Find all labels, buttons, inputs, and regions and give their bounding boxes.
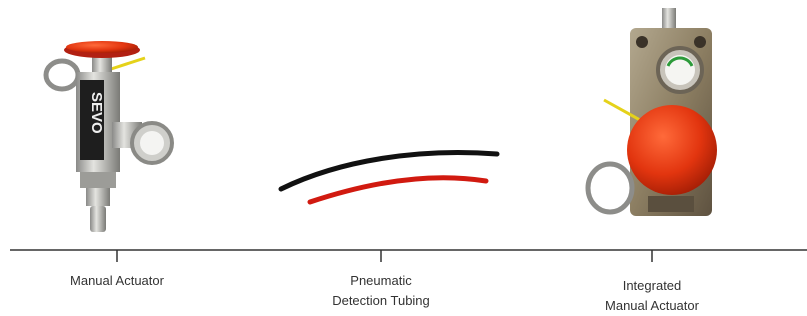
integrated-actuator-image [588,8,717,216]
item-label: Integrated [623,278,682,293]
device-brand: SEVO [88,92,105,134]
item-label: Pneumatic [350,273,412,288]
item-label: Detection Tubing [332,293,430,308]
product-diagram: SEVO Manual Actuator Pneumatic Detection… [0,0,807,316]
tubing-image [281,152,497,202]
item-label: Manual Actuator [70,273,165,288]
item-label: Manual Actuator [605,298,700,313]
manual-actuator-image: SEVO [46,41,172,232]
